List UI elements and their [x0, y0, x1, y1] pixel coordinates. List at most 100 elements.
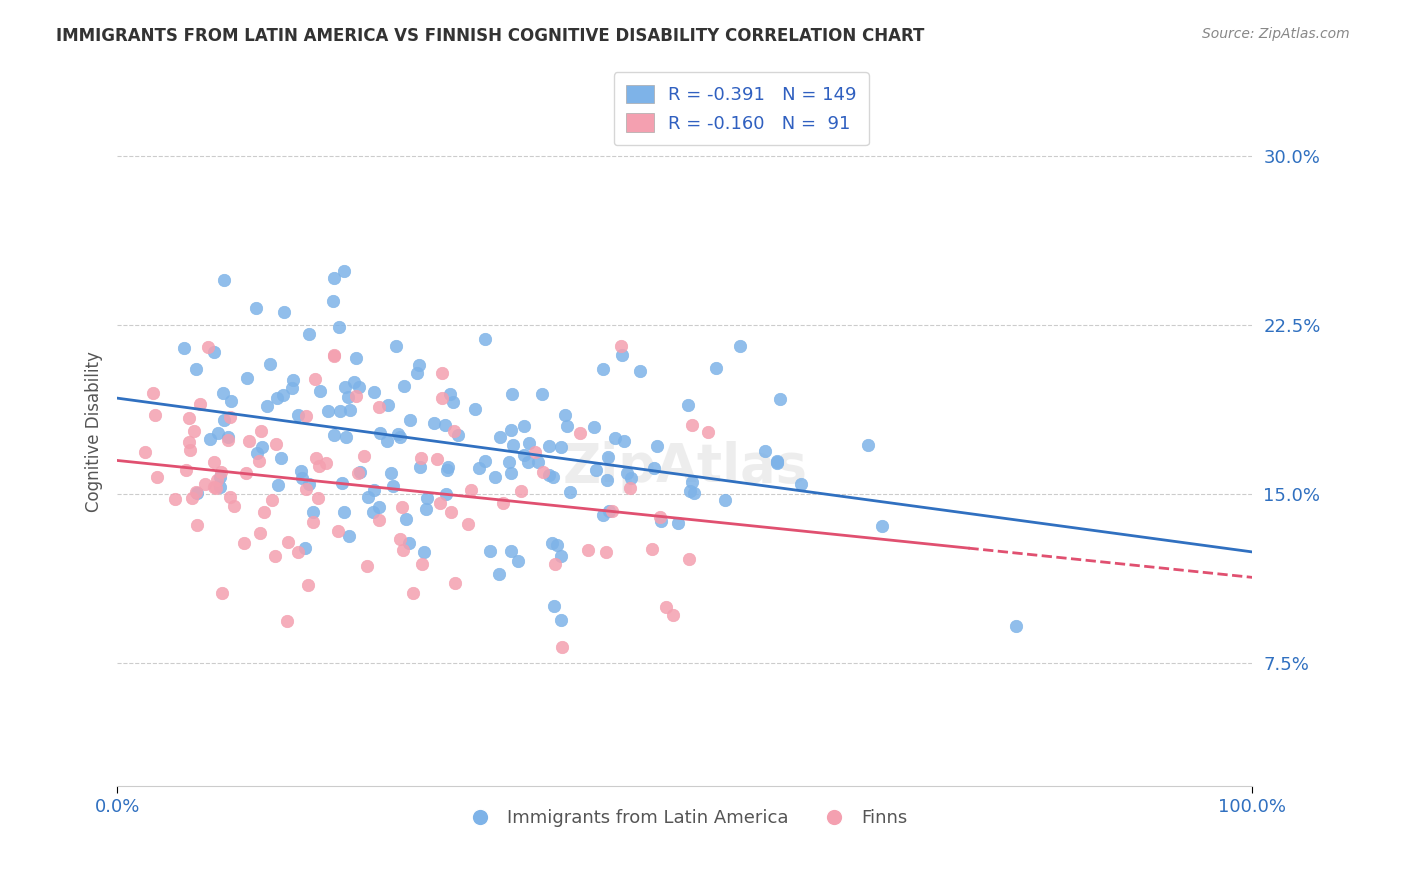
Point: [540, 535, 562, 549]
Point: [678, 551, 700, 566]
Point: [333, 504, 356, 518]
Point: [233, 535, 256, 549]
Point: [222, 499, 245, 513]
Point: [356, 558, 378, 573]
Point: [266, 391, 288, 405]
Point: [388, 429, 411, 443]
Point: [212, 386, 235, 401]
Point: [143, 409, 166, 423]
Point: [381, 478, 404, 492]
Point: [238, 434, 260, 448]
Point: [401, 586, 423, 600]
Point: [200, 432, 222, 446]
Point: [205, 482, 228, 496]
Point: [595, 545, 617, 559]
Point: [432, 366, 454, 380]
Point: [526, 455, 548, 469]
Point: [429, 496, 451, 510]
Point: [368, 500, 391, 514]
Point: [531, 465, 554, 479]
Point: [183, 425, 205, 439]
Point: [276, 614, 298, 628]
Point: [479, 544, 502, 558]
Point: [347, 379, 370, 393]
Point: [186, 485, 208, 500]
Point: [212, 273, 235, 287]
Point: [1005, 619, 1028, 633]
Point: [460, 483, 482, 498]
Point: [256, 400, 278, 414]
Point: [569, 425, 592, 440]
Point: [766, 454, 789, 468]
Point: [398, 535, 420, 549]
Point: [413, 544, 436, 558]
Point: [628, 364, 651, 378]
Point: [205, 473, 228, 487]
Point: [395, 512, 418, 526]
Point: [221, 393, 243, 408]
Point: [391, 500, 413, 515]
Point: [322, 294, 344, 309]
Point: [337, 529, 360, 543]
Point: [387, 427, 409, 442]
Point: [249, 424, 271, 438]
Point: [443, 425, 465, 439]
Point: [347, 466, 370, 480]
Point: [336, 390, 359, 404]
Point: [440, 505, 463, 519]
Point: [281, 381, 304, 395]
Point: [273, 305, 295, 319]
Point: [676, 399, 699, 413]
Point: [619, 481, 641, 495]
Point: [219, 409, 242, 424]
Point: [212, 413, 235, 427]
Point: [176, 463, 198, 477]
Point: [555, 418, 578, 433]
Point: [197, 340, 219, 354]
Point: [474, 332, 496, 346]
Point: [202, 344, 225, 359]
Point: [326, 524, 349, 538]
Text: IMMIGRANTS FROM LATIN AMERICA VS FINNISH COGNITIVE DISABILITY CORRELATION CHART: IMMIGRANTS FROM LATIN AMERICA VS FINNISH…: [56, 27, 925, 45]
Point: [498, 455, 520, 469]
Point: [441, 394, 464, 409]
Point: [754, 443, 776, 458]
Point: [640, 542, 662, 557]
Point: [297, 578, 319, 592]
Point: [173, 341, 195, 355]
Point: [436, 460, 458, 475]
Point: [194, 476, 217, 491]
Point: [554, 408, 576, 422]
Point: [399, 413, 422, 427]
Point: [349, 466, 371, 480]
Point: [142, 386, 165, 401]
Point: [679, 484, 702, 499]
Point: [436, 463, 458, 477]
Point: [287, 544, 309, 558]
Point: [298, 326, 321, 341]
Point: [281, 373, 304, 387]
Point: [363, 505, 385, 519]
Point: [323, 349, 346, 363]
Point: [235, 371, 257, 385]
Point: [550, 440, 572, 454]
Point: [181, 491, 204, 506]
Point: [501, 386, 523, 401]
Point: [353, 449, 375, 463]
Point: [250, 440, 273, 454]
Point: [247, 454, 270, 468]
Point: [333, 380, 356, 394]
Point: [444, 575, 467, 590]
Point: [499, 544, 522, 558]
Point: [592, 508, 614, 523]
Point: [769, 392, 792, 406]
Point: [489, 430, 512, 444]
Point: [484, 470, 506, 484]
Point: [235, 466, 257, 480]
Point: [411, 557, 433, 571]
Point: [405, 367, 427, 381]
Point: [517, 436, 540, 450]
Point: [377, 398, 399, 412]
Point: [650, 510, 672, 524]
Point: [323, 428, 346, 442]
